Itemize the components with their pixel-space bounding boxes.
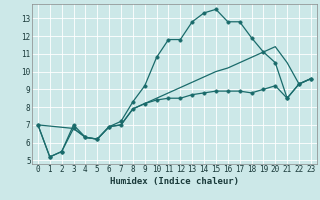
X-axis label: Humidex (Indice chaleur): Humidex (Indice chaleur)	[110, 177, 239, 186]
